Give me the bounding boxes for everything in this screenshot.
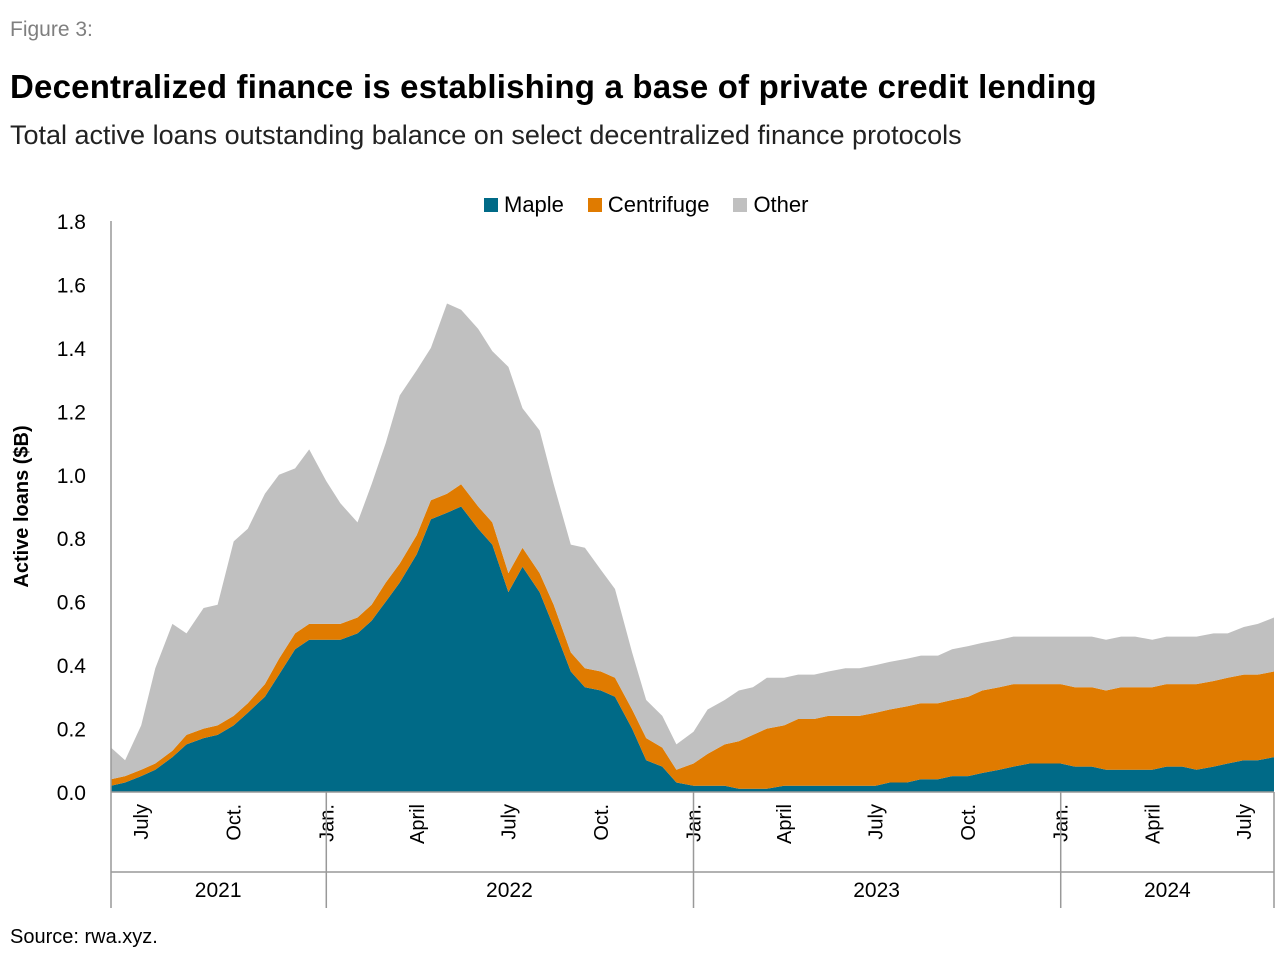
legend-item-maple: Maple <box>484 192 564 218</box>
area-other <box>111 303 1274 780</box>
y-tick-label: 0.4 <box>57 655 87 678</box>
x-tick-label: Oct. <box>224 804 246 841</box>
legend-label-other: Other <box>753 192 809 217</box>
y-tick-label: 1.8 <box>57 211 86 234</box>
chart-title: Decentralized finance is establishing a … <box>10 68 1097 105</box>
x-tick-label: July <box>131 804 153 840</box>
x-tick-label: Jan. <box>316 804 338 842</box>
chart-areas <box>111 303 1274 792</box>
year-label: 2021 <box>195 879 242 902</box>
y-tick-label: 1.4 <box>57 338 87 361</box>
legend-label-maple: Maple <box>504 192 564 217</box>
legend-swatch-other <box>733 198 748 212</box>
x-tick-label: July <box>866 804 888 840</box>
chart-axes: 0.0 0.2 0.4 0.6 0.8 1.0 1.2 1.4 1.6 1.8 Active loa… <box>11 211 1275 908</box>
legend-swatch-maple <box>484 198 498 212</box>
x-tick-label: Oct. <box>958 804 980 841</box>
legend-label-centrifuge: Centrifuge <box>607 192 710 217</box>
year-label: 2023 <box>853 879 900 902</box>
y-tick-label: 1.2 <box>57 401 86 424</box>
x-tick-label: Jan. <box>684 804 706 842</box>
area-centrifuge <box>111 484 1274 789</box>
chart-subtitle: Total active loans outstanding balance o… <box>10 120 962 150</box>
x-tick-label: Jan. <box>1051 804 1073 842</box>
year-label: 2022 <box>486 879 533 902</box>
y-tick-label: 0.0 <box>57 782 86 805</box>
year-label: 2024 <box>1144 879 1191 902</box>
x-tick-label: July <box>498 804 520 840</box>
source-note: Source: rwa.xyz. <box>10 926 158 948</box>
area-maple <box>111 506 1274 792</box>
legend-item-other: Other <box>733 192 808 218</box>
figure-label: Figure 3: <box>10 18 93 41</box>
y-tick-label: 0.6 <box>57 592 86 615</box>
y-axis-label: Active loans ($B) <box>11 425 33 587</box>
x-tick-label: Oct. <box>591 804 613 841</box>
legend-item-centrifuge: Centrifuge <box>587 192 710 218</box>
y-tick-label: 1.0 <box>57 465 86 488</box>
y-tick-label: 1.6 <box>57 274 86 297</box>
legend-swatch-centrifuge <box>587 198 602 212</box>
chart-legend: Maple Centrifuge Other <box>484 192 808 218</box>
x-tick-label: April <box>1142 804 1164 844</box>
x-tick-label: April <box>774 804 796 844</box>
x-tick-label: April <box>407 804 429 844</box>
y-tick-label: 0.8 <box>57 528 86 551</box>
y-tick-label: 0.2 <box>57 719 86 742</box>
x-tick-label: July <box>1234 804 1256 840</box>
